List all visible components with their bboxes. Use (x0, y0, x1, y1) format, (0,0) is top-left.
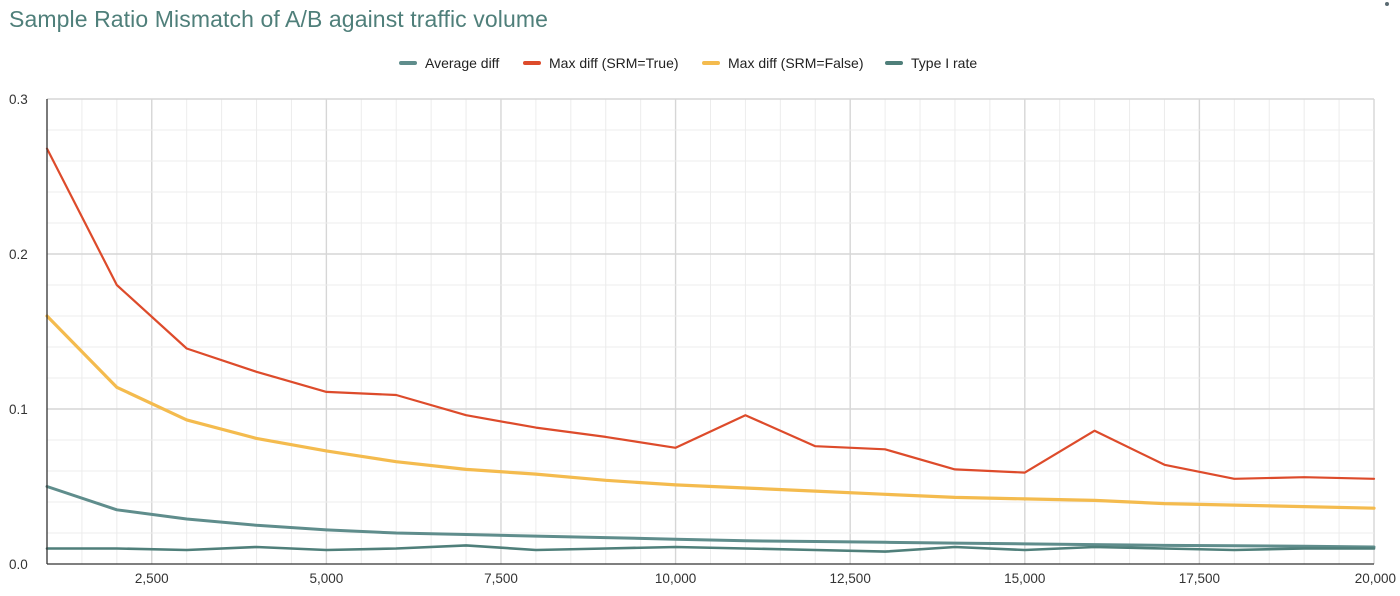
series-line-max-diff-srm-true (45, 147, 1376, 480)
x-tick-label: 7,500 (484, 571, 518, 586)
grid (47, 98, 1375, 564)
y-tick-label: 0.1 (9, 402, 28, 417)
legend-label: Type I rate (911, 55, 977, 71)
series-line-average-diff (45, 485, 1376, 549)
series-line-max-diff-srm-false (45, 314, 1376, 510)
series-lines (45, 147, 1376, 553)
legend-item[interactable]: Average diff (399, 55, 499, 71)
legend-item[interactable]: Type I rate (885, 55, 977, 71)
series-line-type-i-rate (45, 544, 1376, 553)
legend-item[interactable]: Max diff (SRM=True) (523, 55, 679, 71)
legend-label: Average diff (425, 55, 499, 71)
x-tick-label: 17,500 (1179, 571, 1220, 586)
x-tick-label: 20,000 (1355, 571, 1396, 586)
y-tick-label: 0.2 (9, 247, 28, 262)
x-tick-label: 5,000 (309, 571, 343, 586)
x-tick-label: 15,000 (1004, 571, 1045, 586)
y-tick-label: 0.0 (9, 557, 28, 572)
legend-label: Max diff (SRM=False) (728, 55, 864, 71)
x-tick-label: 12,500 (830, 571, 871, 586)
x-tick-label: 10,000 (655, 571, 696, 586)
x-tick-label: 2,500 (135, 571, 169, 586)
more-options-icon[interactable] (1385, 2, 1389, 6)
chart-title: Sample Ratio Mismatch of A/B against tra… (9, 6, 549, 32)
legend[interactable]: Average diff Max diff (SRM=True) Max diff … (399, 55, 977, 71)
legend-label: Max diff (SRM=True) (549, 55, 679, 71)
axes: 0.0 0.1 0.2 0.3 2,500 5,000 7,500 10,000 12,500 1… (9, 92, 1396, 586)
y-tick-label: 0.3 (9, 92, 28, 107)
legend-item[interactable]: Max diff (SRM=False) (702, 55, 864, 71)
